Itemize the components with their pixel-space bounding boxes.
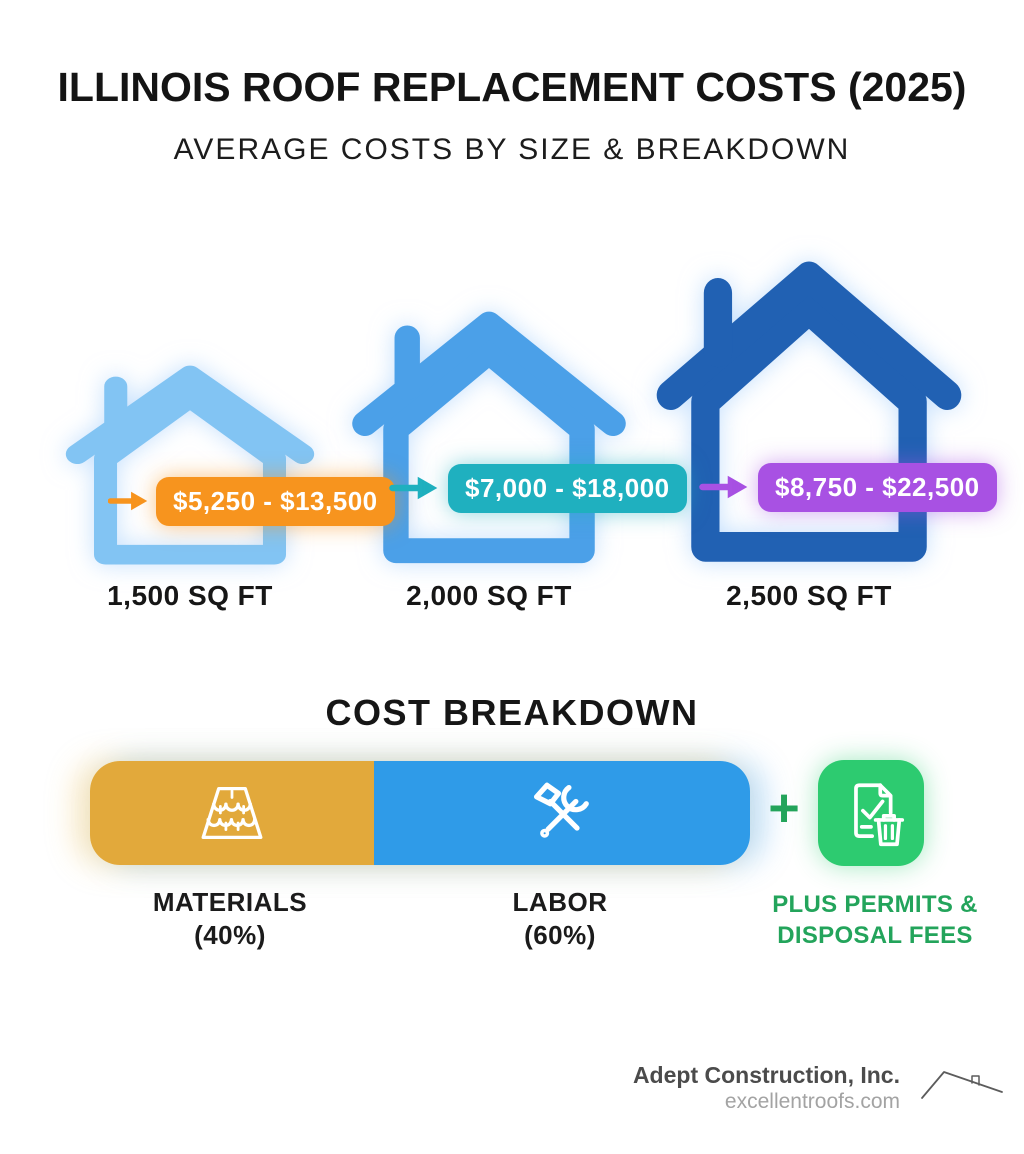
price-badge-2000: $7,000 - $18,000 [388, 461, 687, 515]
house-icon [656, 261, 962, 562]
arrow-right-icon [699, 475, 748, 499]
house-icon [65, 365, 315, 565]
price-badge-2500: $8,750 - $22,500 [698, 460, 997, 514]
size-label-2500: 2,500 SQ FT [726, 580, 892, 611]
company-name: Adept Construction, Inc. [632, 1062, 900, 1088]
plus-sign: + [768, 778, 800, 838]
size-label-2000: 2,000 SQ FT [406, 580, 572, 611]
hammer-wrench-icon [533, 782, 589, 838]
permits-disposal-label: PLUS PERMITS & DISPOSAL FEES [772, 891, 978, 949]
document-check-trash-icon [854, 783, 905, 847]
arrow-right-icon [108, 491, 148, 511]
materials-segment [90, 761, 374, 865]
labor-label: LABOR (60%) [512, 887, 608, 950]
house-icon [352, 311, 626, 564]
cost-breakdown-bar [90, 761, 750, 865]
page-title: ILLINOIS ROOF REPLACEMENT COSTS (2025) [57, 64, 967, 110]
footer: Adept Construction, Inc. excellentroofs.… [500, 1062, 900, 1114]
roofline-logo-icon [921, 1071, 1003, 1099]
size-label-1500: 1,500 SQ FT [107, 580, 273, 611]
price-range: $5,250 - $13,500 [156, 476, 395, 526]
arrow-right-icon [389, 476, 438, 500]
price-badge-1500: $5,250 - $13,500 [108, 474, 395, 528]
page-subtitle: AVERAGE COSTS BY SIZE & BREAKDOWN [173, 133, 851, 166]
materials-label: MATERIALS (40%) [152, 887, 308, 950]
website-url: excellentroofs.com [724, 1090, 900, 1113]
labor-segment [373, 761, 750, 865]
price-range: $8,750 - $22,500 [758, 462, 997, 512]
price-range: $7,000 - $18,000 [448, 463, 687, 513]
cost-breakdown-title: COST BREAKDOWN [325, 692, 699, 733]
roof-shingles-icon [201, 786, 263, 840]
permit-disposal-icon [818, 760, 924, 866]
